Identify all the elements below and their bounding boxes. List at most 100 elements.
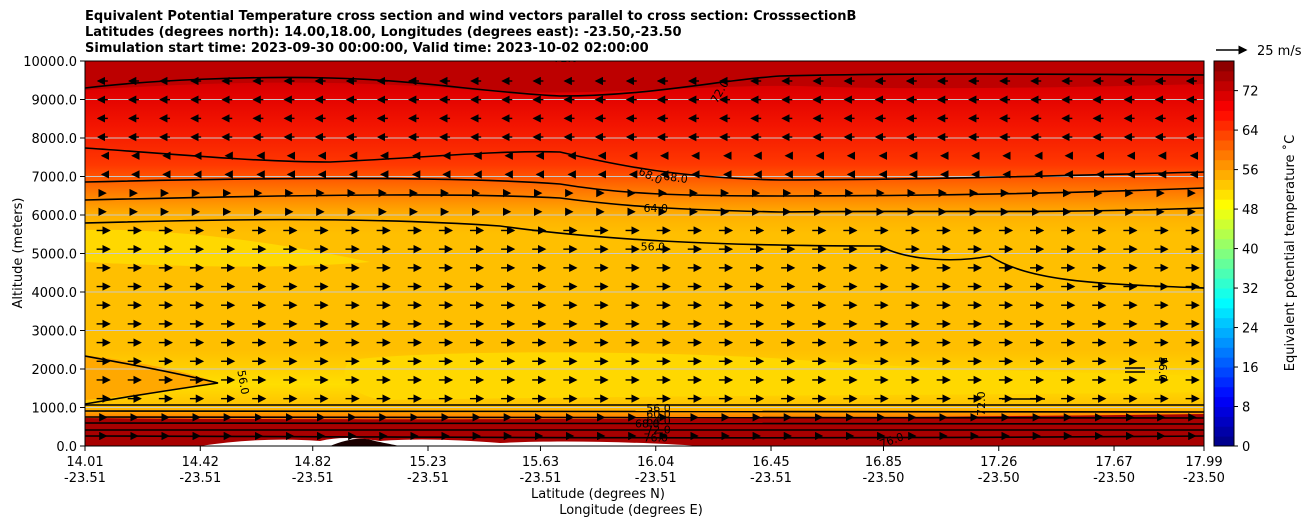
contour-small-right-2 [1125,367,1145,373]
x-tick-label-lat: 16.85 [865,455,902,470]
colorbar-step [1214,159,1234,171]
contour-label: 56.0 [234,369,251,395]
colorbar-tick-label: 32 [1242,282,1259,297]
colorbar-step [1214,169,1234,180]
plot-area: 72.072.068.068.064.056.056.056.072.056.0… [85,52,1204,446]
x-tick-label-lon: -23.50 [1093,471,1135,486]
colorbar-step [1214,130,1234,141]
y-tick-label: 8000.0 [32,132,78,147]
colorbar-step [1214,357,1234,368]
contour-56-left [85,355,219,405]
contour-label: 76.0 [643,431,668,444]
colorbar-step [1214,426,1234,437]
colorbar-tick-label: 16 [1242,361,1259,376]
contour-label: 72.0 [554,52,579,65]
x-tick-label-lat: 14.82 [294,455,331,470]
contour-label: 68.0 [635,417,660,430]
contour-label: 56.0 [641,241,666,254]
colorbar-step [1214,317,1234,329]
x-axis-label-lat: Latitude (degrees N) [531,487,665,502]
contour-label: 64.0 [643,202,668,215]
colorbar-step [1214,288,1234,299]
colorbar-step [1214,228,1234,240]
x-tick-label-lon: -23.51 [750,471,792,486]
colorbar-step [1214,406,1234,417]
colorbar-step [1214,386,1234,398]
contour-label: 72.0 [646,424,671,437]
title-line-3: Simulation start time: 2023-09-30 00:00:… [85,41,649,56]
contour-56 [85,218,1204,289]
x-tick-label-lon: -23.51 [635,471,677,486]
colorbar-step [1214,347,1234,358]
x-tick-label-lat: 17.26 [980,455,1017,470]
contour-label: 56.0 [1156,357,1169,382]
x-axis: 14.01-23.5114.42-23.5114.82-23.5115.23-2… [64,446,1225,486]
colorbar-step [1214,209,1234,220]
colorbar-label: Equivalent potential temperature ˚C [1282,135,1298,371]
y-tick-label: 0.0 [56,440,77,455]
y-tick-label: 1000.0 [32,402,78,417]
colorbar-step [1214,179,1234,190]
colorbar-tick-label: 0 [1242,440,1250,455]
colorbar-step [1214,278,1234,289]
colorbar-step [1214,218,1234,230]
x-tick-label-lon: -23.50 [863,471,905,486]
x-tick-label-lat: 14.42 [182,455,219,470]
grid-lines [85,99,1204,408]
low-yellow-layer [344,352,1204,400]
colorbar-step [1214,199,1234,210]
colorbar-tick-label: 40 [1242,243,1259,258]
y-tick-label: 7000.0 [32,171,78,186]
x-tick-label-lon: -23.50 [1183,471,1225,486]
terrain-dark [330,438,400,446]
colorbar-frame [1213,60,1235,447]
y-tick-label: 2000.0 [32,363,78,378]
colorbar-tick-label: 72 [1242,85,1259,100]
y-tick-label: 4000.0 [32,286,78,301]
colorbar-tick-label: 8 [1242,401,1250,416]
quiver-key: 25 m/s [1216,44,1302,59]
colorbar-step [1214,376,1234,388]
colorbar-step [1214,416,1234,427]
x-tick-label-lon: -23.50 [978,471,1020,486]
colorbar-step [1214,238,1234,250]
x-tick-label-lon: -23.51 [407,471,449,486]
y-tick-label: 5000.0 [32,248,78,263]
colorbar-step [1214,149,1234,161]
chart-title: Equivalent Potential Temperature cross s… [85,9,856,57]
x-tick-label-lat: 14.01 [66,455,103,470]
contour-label: 72.0 [975,391,988,416]
colorbar-step [1214,337,1234,348]
x-tick-label-lon: -23.51 [520,471,562,486]
colorbar-step [1214,436,1234,447]
x-tick-label-lat: 16.45 [752,455,789,470]
y-axis: 0.0 1000.0 2000.0 3000.0 4000.0 5000.0 6000.0 7… [23,55,85,455]
title-line-2: Latitudes (degrees north): 14.00,18.00, … [85,25,682,40]
y-axis-label: Altitude (meters) [11,198,26,309]
contour-label: 56.0 [646,402,671,415]
contour-72-top [85,73,1204,97]
colorbar-step [1214,268,1234,279]
colorbar-tick-label: 48 [1242,203,1259,218]
colorbar-step [1214,396,1234,408]
colorbar-tick-label: 64 [1242,124,1259,139]
y-tick-label: 3000.0 [32,325,78,340]
contour-labels: 72.072.068.068.064.056.056.056.072.056.0… [234,52,1169,446]
colorbar-step [1214,120,1234,131]
orange-lowleft-layer [85,355,218,400]
contour-68b [85,177,1204,197]
x-tick-label-lat: 15.23 [409,455,446,470]
x-tick-label-lat: 17.99 [1185,455,1222,470]
colorbar-step [1214,139,1234,151]
contour-label: 64.0 [646,414,671,427]
contour-label: 60.0 [646,408,671,421]
colorbar-step [1214,258,1234,269]
y-tick-label: 6000.0 [32,209,78,224]
title-line-1: Equivalent Potential Temperature cross s… [85,9,857,24]
colorbar-step [1214,90,1234,101]
x-tick-label-lon: -23.51 [292,471,334,486]
colorbar: 0 8 16 24 32 40 48 56 64 72 [1214,61,1259,455]
contour-label: 68.0 [662,170,688,186]
x-tick-label-lat: 17.67 [1095,455,1132,470]
